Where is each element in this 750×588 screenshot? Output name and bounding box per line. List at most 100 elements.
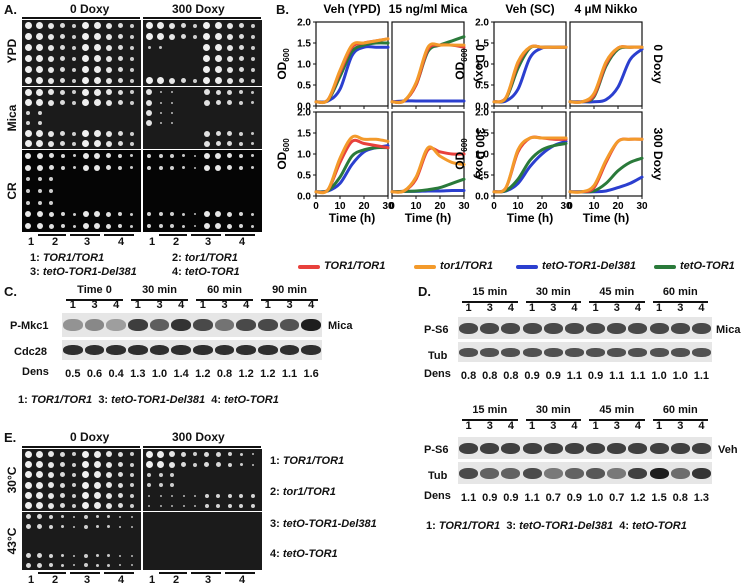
colony-spot [60, 493, 65, 498]
legend-name: TOR1/TOR1 [42, 252, 105, 264]
legend-name: tetO-TOR1-Del381 [282, 518, 377, 530]
colony-spot [250, 34, 255, 39]
colony-spot [159, 504, 162, 507]
dens-value: 1.1 [630, 370, 646, 382]
lane-num: 1 [592, 420, 599, 432]
blot-d1-row-tub: Tub [428, 350, 448, 362]
lane-num: 1 [465, 420, 472, 432]
colony-spot [37, 110, 42, 115]
colony-spot [72, 166, 76, 170]
blot-band [501, 322, 521, 334]
colony-spot [214, 55, 222, 62]
colony-spot [182, 494, 185, 497]
colony-spot [157, 22, 164, 29]
colony-spot [203, 211, 210, 218]
colony-spot [73, 564, 75, 567]
colony-spot [239, 452, 243, 456]
colony-spot [129, 503, 134, 508]
lane-num: 1 [529, 420, 536, 432]
colony-spot [226, 22, 233, 29]
colony-spot [171, 504, 173, 507]
colony-spot [181, 462, 186, 467]
colony-spot [36, 471, 43, 479]
colony-spot [193, 78, 197, 83]
lane-num: 3 [221, 299, 228, 311]
colony-spot [194, 504, 196, 507]
colony-spot [83, 563, 88, 568]
colony-spot [72, 100, 76, 105]
blot-band [149, 319, 170, 331]
blot-band [649, 442, 669, 454]
panel-d-label: D. [418, 284, 431, 299]
colony-spot [24, 22, 32, 29]
series-line-tor1-tor1 [492, 44, 568, 104]
colony-spot [48, 55, 54, 62]
colony-spot [182, 224, 185, 228]
colony-spot [251, 453, 254, 456]
colony-spot [129, 452, 134, 457]
blot-band [236, 345, 256, 355]
x-tick-label: 0 [313, 201, 319, 212]
colony-spot [227, 153, 232, 159]
dens-value: 0.8 [216, 368, 233, 380]
colony-spot [82, 66, 89, 73]
colony-spot [118, 153, 122, 158]
colony-spot [105, 89, 112, 96]
colony-spot [215, 164, 221, 171]
lane-num: 4 [634, 302, 641, 314]
colony-spot [49, 563, 53, 568]
blot-time-bar [261, 299, 318, 301]
legend-swatch-tor1-het [414, 265, 436, 269]
colony-spot [60, 23, 65, 28]
colony-spot [169, 33, 175, 40]
plot-frame [569, 111, 643, 197]
strain-num-1: 1 [148, 236, 156, 248]
blot-band [258, 319, 278, 331]
dens-value: 0.6 [86, 368, 103, 380]
colony-spot [169, 22, 175, 29]
colony-spot [238, 67, 244, 72]
colony-spot [24, 33, 32, 40]
y-tick-label: 0.0 [297, 102, 311, 113]
blot-c-pmkc1 [62, 313, 322, 337]
colony-spot [24, 55, 32, 62]
strain-num-4: 4 [117, 236, 125, 248]
lane-num: 4 [571, 302, 578, 314]
x-axis-label: Time (h) [329, 211, 375, 225]
colony-spot [61, 563, 64, 567]
colony-spot [159, 122, 162, 125]
chart-title-3: 4 µM Nikko [575, 2, 638, 16]
legend-name: TOR1/TOR1 [438, 520, 501, 532]
plot-frame [493, 111, 567, 197]
y-axis-label: OD600 [276, 138, 291, 170]
dens-value: 0.5 [65, 368, 81, 380]
chart-title-1: 15 ng/ml Mica [389, 2, 468, 16]
colony-spot [215, 141, 221, 147]
colony-spot [130, 166, 133, 170]
colony-spot [226, 44, 233, 51]
x-tick-label: 0 [389, 201, 395, 212]
legend-name: tetO-TOR1 [282, 548, 338, 560]
legend-name: tetO-TOR1 [224, 394, 279, 406]
colony-spot [226, 55, 233, 62]
colony-spot [94, 152, 100, 159]
colony-spot [182, 212, 185, 216]
blot-time-bar [66, 299, 123, 301]
blot-band [691, 467, 711, 479]
blot-band [63, 319, 83, 331]
colony-spot [25, 164, 31, 171]
blot-band [128, 319, 148, 331]
colony-spot [158, 165, 163, 170]
x-tick-label: 10 [588, 201, 600, 212]
blot-band [501, 347, 521, 357]
legend-num: 3: [30, 266, 40, 278]
panel-a-legend-4: 4: tetO-TOR1 [172, 266, 240, 278]
blot-time-3: 60 min [662, 404, 698, 416]
legend-label-tor1-tor1: TOR1/TOR1 [324, 260, 386, 272]
y-tick-label: 0.0 [475, 192, 489, 203]
strain-group-bar [104, 572, 134, 574]
colony-spot [36, 223, 43, 230]
blot-band [691, 347, 711, 357]
blot-band [459, 347, 479, 357]
colony-spot [60, 224, 65, 229]
